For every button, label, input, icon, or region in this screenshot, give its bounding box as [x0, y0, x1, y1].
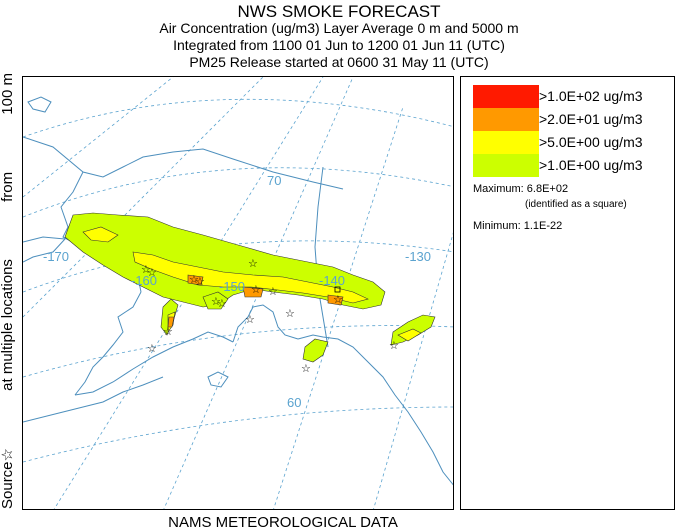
star-icon: ☆	[333, 294, 343, 306]
legend-entry-4: >1.0E+00 ug/m3	[473, 154, 673, 177]
lat-70-line	[23, 167, 453, 218]
lat-60-label: 60	[287, 395, 302, 410]
lon-130-line	[373, 232, 453, 509]
star-icon: ☆	[301, 363, 311, 375]
map-canvas: ☆ ☆ ☆ ☆ ☆ ☆ ☆ ☆ ☆ ☆ ☆ ☆ ☆ ☆ ☆ ☆	[23, 77, 453, 509]
star-icon: ☆	[285, 308, 295, 320]
aleutian-arc	[23, 376, 164, 423]
lon-150-label: -150	[219, 279, 246, 294]
legend-entry-2: >2.0E+01 ug/m3	[473, 108, 673, 131]
maximum-value: Maximum: 6.8E+02	[473, 183, 569, 195]
wrangel-coast	[27, 96, 52, 113]
lon-140-label: -140	[319, 273, 346, 288]
legend-label-3: >5.0E+00 ug/m3	[539, 134, 643, 150]
bering-coast	[74, 291, 142, 396]
legend-swatch-2	[473, 108, 539, 131]
release-height-text: 100 m	[0, 73, 16, 115]
legend-label-2: >2.0E+01 ug/m3	[539, 111, 643, 127]
lat-55-line	[23, 406, 453, 463]
legend-entry-1: >1.0E+02 ug/m3	[473, 85, 673, 108]
arctic-coast	[23, 136, 344, 190]
star-icon: ☆	[268, 286, 278, 298]
star-icon: ☆	[163, 326, 173, 338]
lon-170-label: -170	[43, 249, 70, 264]
star-icon: ☆	[189, 274, 199, 286]
lat-75-line	[23, 98, 453, 138]
star-icon: ☆	[389, 340, 399, 352]
star-icon: ☆	[217, 298, 227, 310]
legend-entry-3: >5.0E+00 ug/m3	[473, 131, 673, 154]
smoke-plume-level-3	[167, 274, 344, 328]
maximum-note: (identified as a square)	[525, 199, 627, 210]
star-icon: ☆	[211, 296, 221, 308]
forecast-title: NWS SMOKE FORECAST	[237, 2, 441, 21]
gulf-coast	[297, 334, 453, 486]
from-text: from	[0, 171, 16, 202]
lon-170-line	[23, 77, 264, 318]
legend-swatch-4	[473, 154, 539, 177]
lon-130-label: -130	[405, 249, 432, 264]
star-icon: ☆	[248, 258, 258, 270]
star-icon: ☆	[245, 314, 255, 326]
concentration-subtitle: Air Concentration (ug/m3) Layer Average …	[159, 20, 519, 36]
integration-period: Integrated from 1100 01 Jun to 1200 01 J…	[173, 37, 505, 53]
source-markers: ☆ ☆ ☆ ☆ ☆ ☆ ☆ ☆ ☆ ☆ ☆ ☆ ☆ ☆ ☆ ☆	[141, 258, 399, 375]
maximum-square-marker	[334, 286, 341, 293]
star-icon: ☆	[147, 343, 157, 355]
border-line	[314, 166, 329, 348]
legend-label-4: >1.0E+00 ug/m3	[539, 157, 643, 173]
source-side-label: Source☆ at multiple locations from 100 m	[0, 73, 18, 510]
legend-swatch-3	[473, 131, 539, 154]
release-start: PM25 Release started at 0600 31 May 11 (…	[189, 54, 489, 70]
legend-label-1: >1.0E+02 ug/m3	[539, 88, 643, 104]
lon-140-line	[273, 106, 404, 509]
bristol-coast	[74, 331, 234, 396]
star-icon: ☆	[195, 276, 205, 288]
lon-160-line	[53, 77, 324, 509]
at-multiple-locations-text: at multiple locations	[0, 259, 16, 391]
source-text: Source☆	[0, 448, 16, 509]
meteorological-data-label: NAMS METEOROLOGICAL DATA	[168, 514, 398, 531]
kodiak-coast	[207, 371, 229, 388]
lon-180-line	[23, 77, 174, 198]
star-icon: ☆	[251, 284, 261, 296]
concentration-legend: >1.0E+02 ug/m3 >2.0E+01 ug/m3 >5.0E+00 u…	[460, 76, 675, 510]
minimum-value: Minimum: 1.1E-22	[473, 220, 563, 232]
coastlines	[23, 96, 453, 486]
lon-160-label: -160	[131, 273, 158, 288]
star-icon: ☆	[141, 264, 151, 276]
star-icon: ☆	[147, 267, 157, 279]
seward-coast	[23, 236, 67, 263]
star-icon: ☆	[0, 448, 16, 462]
smoke-map: ☆ ☆ ☆ ☆ ☆ ☆ ☆ ☆ ☆ ☆ ☆ ☆ ☆ ☆ ☆ ☆ 70 60 -1…	[22, 76, 454, 510]
lat-70-label: 70	[267, 173, 282, 188]
legend-swatch-1	[473, 85, 539, 108]
cook-inlet-coast	[232, 304, 299, 343]
